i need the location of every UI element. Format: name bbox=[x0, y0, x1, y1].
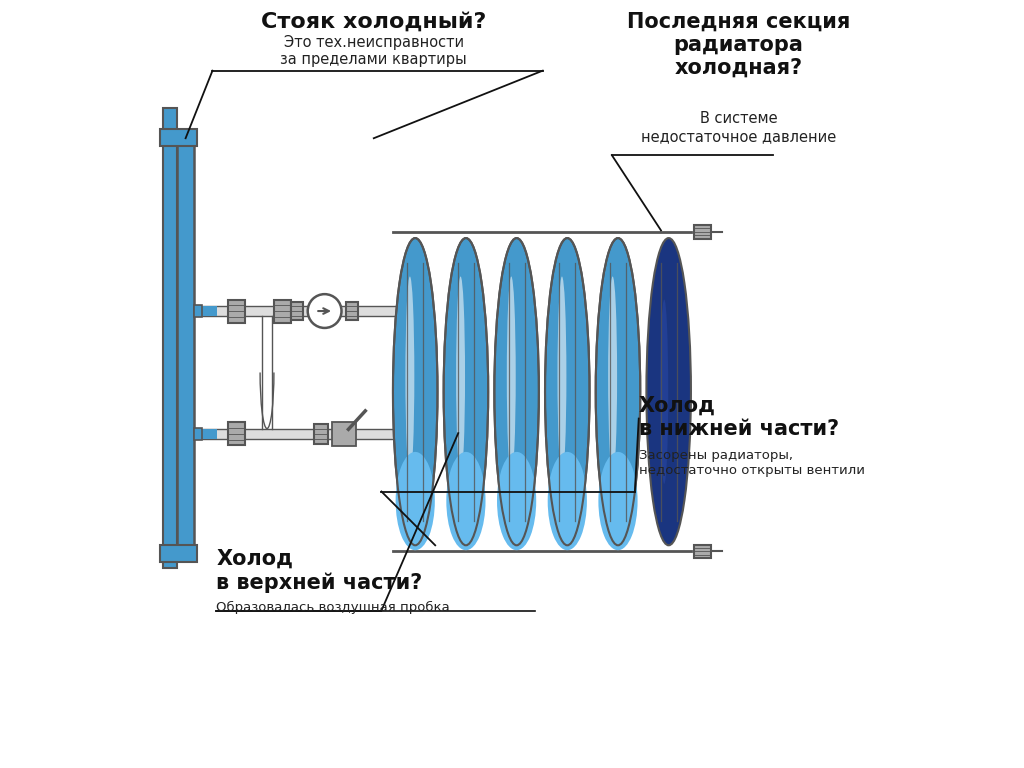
Ellipse shape bbox=[545, 238, 590, 545]
Text: в верхней части?: в верхней части? bbox=[216, 572, 423, 593]
FancyBboxPatch shape bbox=[202, 306, 407, 316]
Text: Холод: Холод bbox=[639, 396, 716, 415]
Ellipse shape bbox=[497, 452, 537, 550]
Text: в нижней части?: в нижней части? bbox=[639, 419, 839, 439]
Ellipse shape bbox=[406, 276, 415, 476]
FancyBboxPatch shape bbox=[164, 108, 177, 568]
Ellipse shape bbox=[608, 276, 617, 476]
FancyBboxPatch shape bbox=[313, 424, 328, 444]
Ellipse shape bbox=[446, 452, 485, 550]
Text: В системе
недостаточное давление: В системе недостаточное давление bbox=[641, 111, 837, 144]
Text: Стояк холодный?: Стояк холодный? bbox=[261, 12, 486, 31]
FancyBboxPatch shape bbox=[160, 129, 197, 146]
FancyBboxPatch shape bbox=[202, 429, 407, 439]
Ellipse shape bbox=[395, 452, 435, 550]
Ellipse shape bbox=[443, 238, 488, 545]
FancyBboxPatch shape bbox=[195, 305, 202, 317]
Ellipse shape bbox=[507, 276, 516, 476]
FancyBboxPatch shape bbox=[273, 300, 291, 323]
FancyBboxPatch shape bbox=[291, 302, 303, 320]
FancyBboxPatch shape bbox=[195, 428, 202, 440]
Text: Это тех.неисправности
за пределами квартиры: Это тех.неисправности за пределами кварт… bbox=[281, 35, 467, 67]
Circle shape bbox=[307, 294, 342, 328]
Text: Засорены радиаторы,
недостаточно открыты вентили: Засорены радиаторы, недостаточно открыты… bbox=[639, 449, 864, 477]
FancyBboxPatch shape bbox=[227, 422, 245, 445]
FancyBboxPatch shape bbox=[694, 545, 711, 558]
Ellipse shape bbox=[598, 452, 638, 550]
Ellipse shape bbox=[660, 300, 669, 484]
Ellipse shape bbox=[596, 238, 640, 545]
FancyBboxPatch shape bbox=[160, 545, 197, 562]
Ellipse shape bbox=[456, 276, 465, 476]
Ellipse shape bbox=[393, 238, 437, 545]
FancyBboxPatch shape bbox=[346, 302, 358, 320]
Text: Холод: Холод bbox=[216, 549, 293, 569]
Ellipse shape bbox=[495, 238, 539, 545]
FancyBboxPatch shape bbox=[177, 138, 195, 553]
Text: Последняя секция
радиатора
холодная?: Последняя секция радиатора холодная? bbox=[627, 12, 850, 78]
FancyBboxPatch shape bbox=[694, 225, 711, 239]
Ellipse shape bbox=[646, 238, 691, 545]
Ellipse shape bbox=[548, 452, 587, 550]
FancyBboxPatch shape bbox=[202, 429, 217, 439]
Ellipse shape bbox=[557, 276, 566, 476]
Text: Образовалась воздушная пробка: Образовалась воздушная пробка bbox=[216, 601, 451, 614]
FancyBboxPatch shape bbox=[332, 422, 356, 446]
FancyBboxPatch shape bbox=[227, 300, 245, 323]
FancyBboxPatch shape bbox=[202, 306, 217, 316]
